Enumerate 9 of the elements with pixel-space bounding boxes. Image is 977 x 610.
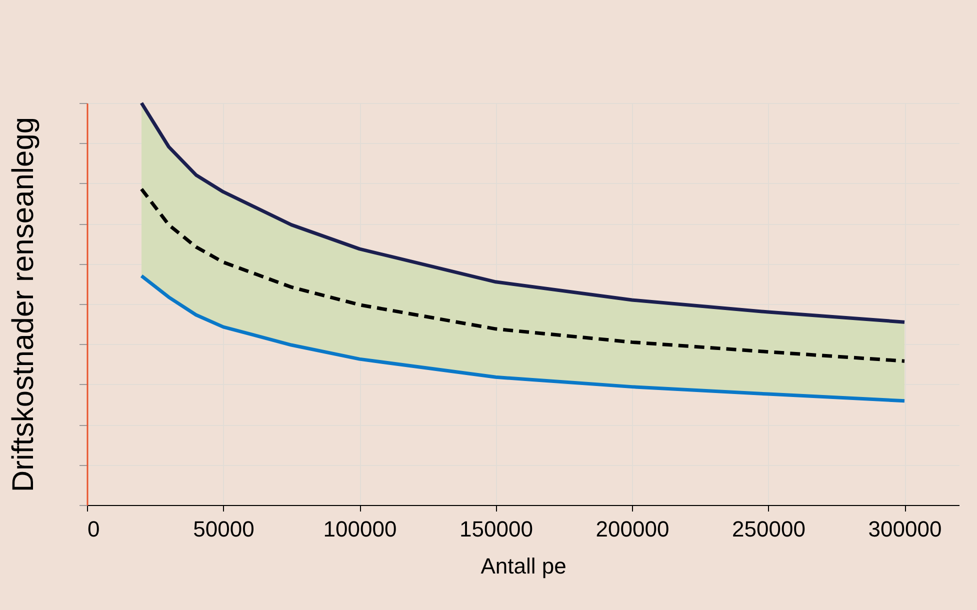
x-tick-label: 50000 [193, 516, 254, 542]
x-tick-label: 0 [88, 516, 100, 542]
x-tick-label: 100000 [323, 516, 397, 542]
x-tick-label: 200000 [596, 516, 670, 542]
x-axis-title: Antall pe [480, 554, 566, 578]
x-tick-label: 150000 [460, 516, 533, 542]
x-tick-label: 300000 [868, 516, 942, 542]
y-axis-title: Driftskostnader renseanlegg [7, 116, 40, 492]
x-tick-label: 250000 [732, 516, 806, 542]
